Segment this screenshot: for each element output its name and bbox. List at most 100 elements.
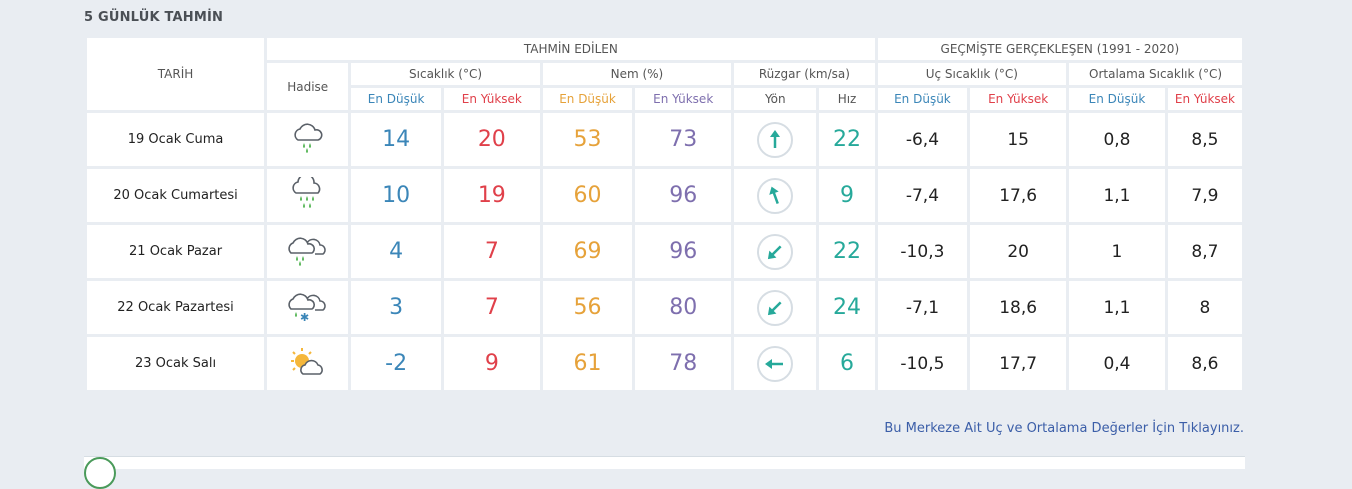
average-low: 1 (1069, 225, 1165, 278)
humidity-high: 73 (635, 113, 732, 166)
temp-high-header: En Yüksek (443, 88, 540, 110)
ext-low-header: En Düşük (877, 88, 968, 110)
wind-arrow-icon (757, 345, 794, 382)
average-high: 8,7 (1167, 225, 1242, 278)
humidity-high: 80 (635, 281, 732, 334)
extreme-high: 20 (970, 225, 1067, 278)
humidity-high: 78 (635, 337, 732, 390)
average-low: 0,4 (1069, 337, 1165, 390)
temp-low: -2 (351, 337, 441, 390)
uc-sicaklik-header: Uç Sıcaklık (°C) (877, 63, 1067, 85)
wind-arrow-icon (757, 289, 794, 326)
temp-low: 10 (351, 169, 441, 222)
wind-speed-header: Hız (819, 88, 875, 110)
wind-direction (734, 169, 817, 222)
wind-direction (734, 281, 817, 334)
extreme-high: 17,7 (970, 337, 1067, 390)
hum-low-header: En Düşük (542, 88, 633, 110)
average-high: 7,9 (1167, 169, 1242, 222)
wind-speed: 22 (819, 113, 875, 166)
forecast-row: 19 Ocak Cuma 14 20 53 73 22 -6,4 15 0,8 8,5 (87, 113, 1242, 166)
temp-low-header: En Düşük (351, 88, 441, 110)
average-high: 8,6 (1167, 337, 1242, 390)
tarih-header: TARİH (87, 38, 265, 110)
temp-high: 20 (443, 113, 540, 166)
humidity-low: 69 (542, 225, 633, 278)
day-date: 21 Ocak Pazar (87, 225, 265, 278)
humidity-low: 60 (542, 169, 633, 222)
temp-low: 4 (351, 225, 441, 278)
wind-direction (734, 225, 817, 278)
wind-direction (734, 337, 817, 390)
average-high: 8 (1167, 281, 1242, 334)
wind-direction (734, 113, 817, 166)
weather-icon-cell (267, 225, 349, 278)
avg-high-header: En Yüksek (1167, 88, 1242, 110)
rain-cloud-icon (288, 122, 328, 158)
day-date: 20 Ocak Cumartesi (87, 169, 265, 222)
clock-icon (84, 457, 116, 489)
ruzgar-header: Rüzgar (km/sa) (734, 63, 875, 85)
humidity-low: 53 (542, 113, 633, 166)
temp-high: 19 (443, 169, 540, 222)
day-date: 22 Ocak Pazartesi (87, 281, 265, 334)
extreme-high: 17,6 (970, 169, 1067, 222)
sleet-cloud-icon: ✱ (285, 292, 331, 327)
nem-header: Nem (%) (542, 63, 732, 85)
forecast-row: 23 Ocak Salı -2 9 61 78 6 -10,5 17,7 0,4 8,6 (87, 337, 1242, 390)
wind-arrow-icon (757, 233, 794, 270)
extreme-low: -10,3 (877, 225, 968, 278)
temp-high: 7 (443, 225, 540, 278)
wind-arrow-icon (757, 177, 794, 214)
extreme-high: 18,6 (970, 281, 1067, 334)
weather-icon-cell: ✱ (267, 281, 349, 334)
wind-speed: 9 (819, 169, 875, 222)
bottom-panel (84, 456, 1245, 469)
weather-icon-cell (267, 169, 349, 222)
humidity-low: 61 (542, 337, 633, 390)
rain-showers-cloud-icon (285, 236, 331, 271)
extreme-low: -7,4 (877, 169, 968, 222)
weather-icon-cell (267, 337, 349, 390)
forecast-row: 21 Ocak Pazar 4 7 69 96 22 -10,3 20 1 8,7 (87, 225, 1242, 278)
temp-high: 9 (443, 337, 540, 390)
humidity-high: 96 (635, 225, 732, 278)
extreme-high: 15 (970, 113, 1067, 166)
svg-text:✱: ✱ (300, 311, 309, 323)
ext-high-header: En Yüksek (970, 88, 1067, 110)
average-low: 1,1 (1069, 281, 1165, 334)
temp-low: 14 (351, 113, 441, 166)
wind-arrow-icon (757, 121, 794, 158)
partly-cloudy-icon (287, 347, 329, 382)
weather-icon-cell (267, 113, 349, 166)
average-low: 1,1 (1069, 169, 1165, 222)
ortalama-sicaklik-header: Ortalama Sıcaklık (°C) (1069, 63, 1242, 85)
day-date: 19 Ocak Cuma (87, 113, 265, 166)
forecast-row: 20 Ocak Cumartesi 10 19 60 96 9 -7,4 17,6 1,1 7,9 (87, 169, 1242, 222)
extreme-low: -10,5 (877, 337, 968, 390)
history-group-header: GEÇMİŞTE GERÇEKLEŞEN (1991 - 2020) (877, 38, 1242, 60)
extreme-low: -6,4 (877, 113, 968, 166)
hadise-header: Hadise (267, 63, 349, 110)
wind-speed: 22 (819, 225, 875, 278)
temp-high: 7 (443, 281, 540, 334)
temp-low: 3 (351, 281, 441, 334)
sicaklik-header: Sıcaklık (°C) (351, 63, 540, 85)
extremes-link[interactable]: Bu Merkeze Ait Uç ve Ortalama Değerler İ… (884, 421, 1244, 436)
wind-speed: 24 (819, 281, 875, 334)
average-low: 0,8 (1069, 113, 1165, 166)
heavy-rain-cloud-icon (288, 173, 328, 215)
humidity-high: 96 (635, 169, 732, 222)
forecast-group-header: TAHMİN EDİLEN (267, 38, 875, 60)
wind-dir-header: Yön (734, 88, 817, 110)
section-title: 5 GÜNLÜK TAHMİN (84, 10, 224, 25)
humidity-low: 56 (542, 281, 633, 334)
wind-speed: 6 (819, 337, 875, 390)
extreme-low: -7,1 (877, 281, 968, 334)
forecast-row: 22 Ocak Pazartesi ✱ 3 7 56 80 24 -7,1 18,6 1,1 8 (87, 281, 1242, 334)
average-high: 8,5 (1167, 113, 1242, 166)
day-date: 23 Ocak Salı (87, 337, 265, 390)
avg-low-header: En Düşük (1069, 88, 1165, 110)
forecast-table: TARİH TAHMİN EDİLEN GEÇMİŞTE GERÇEKLEŞEN… (84, 35, 1245, 393)
hum-high-header: En Yüksek (635, 88, 732, 110)
